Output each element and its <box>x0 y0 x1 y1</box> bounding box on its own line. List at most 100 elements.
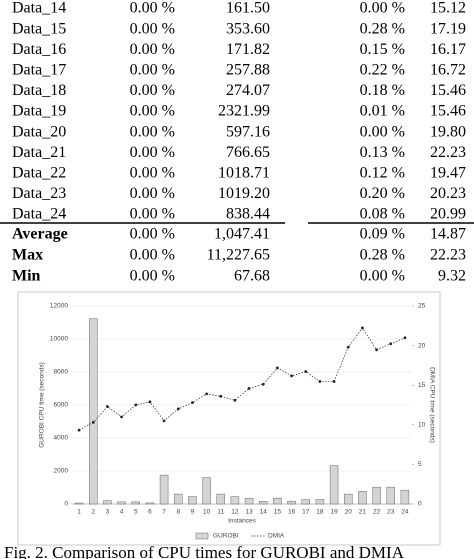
table-cell: 274.07 <box>226 82 270 99</box>
table-cell: 0.00 % <box>360 123 405 140</box>
bar <box>372 486 381 505</box>
bar <box>89 318 98 505</box>
bar <box>315 499 325 505</box>
table-cell: 2321.99 <box>218 103 270 120</box>
bar <box>344 493 353 505</box>
table-cell: 15.12 <box>430 0 466 17</box>
point <box>120 415 123 419</box>
point <box>290 374 293 378</box>
table-cell: 0.15 % <box>360 41 405 58</box>
x-tick-label: 18 <box>316 509 324 516</box>
table-cell: 19.47 <box>430 164 466 181</box>
point <box>233 398 237 402</box>
table-cell: 597.16 <box>226 123 270 140</box>
table-cell: 0.20 % <box>360 185 405 202</box>
x-tick-label: 23 <box>387 509 395 516</box>
x-tick-label: 24 <box>401 509 409 516</box>
x-tick-label: 4 <box>120 509 124 516</box>
table-cell: 0.00 % <box>130 82 175 99</box>
table-cell: 1018.71 <box>218 164 270 181</box>
x-axis-label: Instances <box>228 518 257 525</box>
bar <box>244 497 254 505</box>
y2-axis-label: DMIA CPU time (seconds) <box>428 367 435 443</box>
figure-frame <box>17 291 441 546</box>
point <box>91 421 95 424</box>
table-cell: 22.23 <box>430 144 466 161</box>
bar <box>74 502 84 505</box>
table-cell: 20.99 <box>430 206 466 223</box>
point <box>403 336 407 340</box>
caption: Fig. 2. Comparison of CPU times for GURO… <box>4 543 405 559</box>
y2-tick-label: 20 <box>418 342 426 349</box>
table-cell: 15.46 <box>430 82 466 99</box>
table-cell: 14.87 <box>430 226 466 243</box>
point <box>134 403 138 407</box>
y-tick-label: 2000 <box>54 468 69 475</box>
table-cell: 0.00 % <box>130 246 175 263</box>
table-cell: 67.68 <box>234 267 270 284</box>
table-cell: 766.65 <box>226 144 270 161</box>
table-cell: 0.00 % <box>130 61 175 78</box>
table-cell: Data_15 <box>12 20 66 37</box>
x-tick-label: 11 <box>217 509 224 516</box>
y-tick-label: 6000 <box>54 402 69 409</box>
table-cell: 22.23 <box>430 246 466 263</box>
bar <box>259 501 268 505</box>
bar <box>103 500 112 505</box>
table-cell: 16.17 <box>430 41 466 58</box>
bar <box>117 501 126 505</box>
bar <box>230 496 240 505</box>
legend-label: DMIA <box>268 533 285 540</box>
x-tick-label: 9 <box>191 509 195 516</box>
table-cell: Data_24 <box>12 206 66 223</box>
x-tick-label: 14 <box>260 509 268 516</box>
point <box>176 407 180 411</box>
table-cell: 161.50 <box>226 0 270 17</box>
x-tick-label: 13 <box>245 509 253 516</box>
x-tick-label: 21 <box>359 509 367 516</box>
x-tick-label: 6 <box>148 509 152 516</box>
x-tick-label: 20 <box>345 509 353 516</box>
legend-label: GUROBI <box>213 533 239 540</box>
bar <box>400 489 410 505</box>
y2-tick-label: 0 <box>418 501 422 508</box>
bar <box>273 497 282 505</box>
point <box>162 419 166 423</box>
point <box>276 366 279 370</box>
bar <box>287 500 296 505</box>
point <box>304 370 308 373</box>
table-cell: 0.00 % <box>130 206 175 223</box>
table-cell: Data_17 <box>12 61 66 78</box>
point <box>219 394 223 398</box>
y2-tick-label: 15 <box>418 382 426 389</box>
point <box>77 428 81 432</box>
table-cell: Max <box>12 246 43 263</box>
table-cell: 9.32 <box>438 267 466 284</box>
bar <box>131 501 140 505</box>
table-cell: 0.00 % <box>130 164 175 181</box>
y2-tick-label: 10 <box>418 422 426 429</box>
point <box>261 382 265 386</box>
bar <box>329 465 339 505</box>
y-axis-label: GUROBI CPU time (seconds) <box>39 362 46 448</box>
point <box>205 392 208 396</box>
point <box>148 400 152 404</box>
bar <box>301 499 310 505</box>
bar <box>202 477 211 505</box>
y-tick-label: 4000 <box>54 435 69 442</box>
table-cell: 0.00 % <box>130 185 175 202</box>
point <box>318 380 322 383</box>
table-cell: Data_23 <box>12 185 66 202</box>
table-cell: 0.00 % <box>130 103 175 120</box>
point <box>191 401 194 405</box>
y2-tick-label: 25 <box>418 303 426 310</box>
y-tick-label: 12000 <box>50 303 68 310</box>
table-cell: 0.13 % <box>360 144 405 161</box>
table-cell: 15.46 <box>430 103 466 120</box>
y2-tick-label: 5 <box>418 461 422 468</box>
bar <box>386 486 395 505</box>
table-cell: 838.44 <box>226 206 270 223</box>
table-cell: 353.60 <box>226 20 270 37</box>
bar <box>159 474 169 505</box>
table-cell: 0.09 % <box>360 226 405 243</box>
